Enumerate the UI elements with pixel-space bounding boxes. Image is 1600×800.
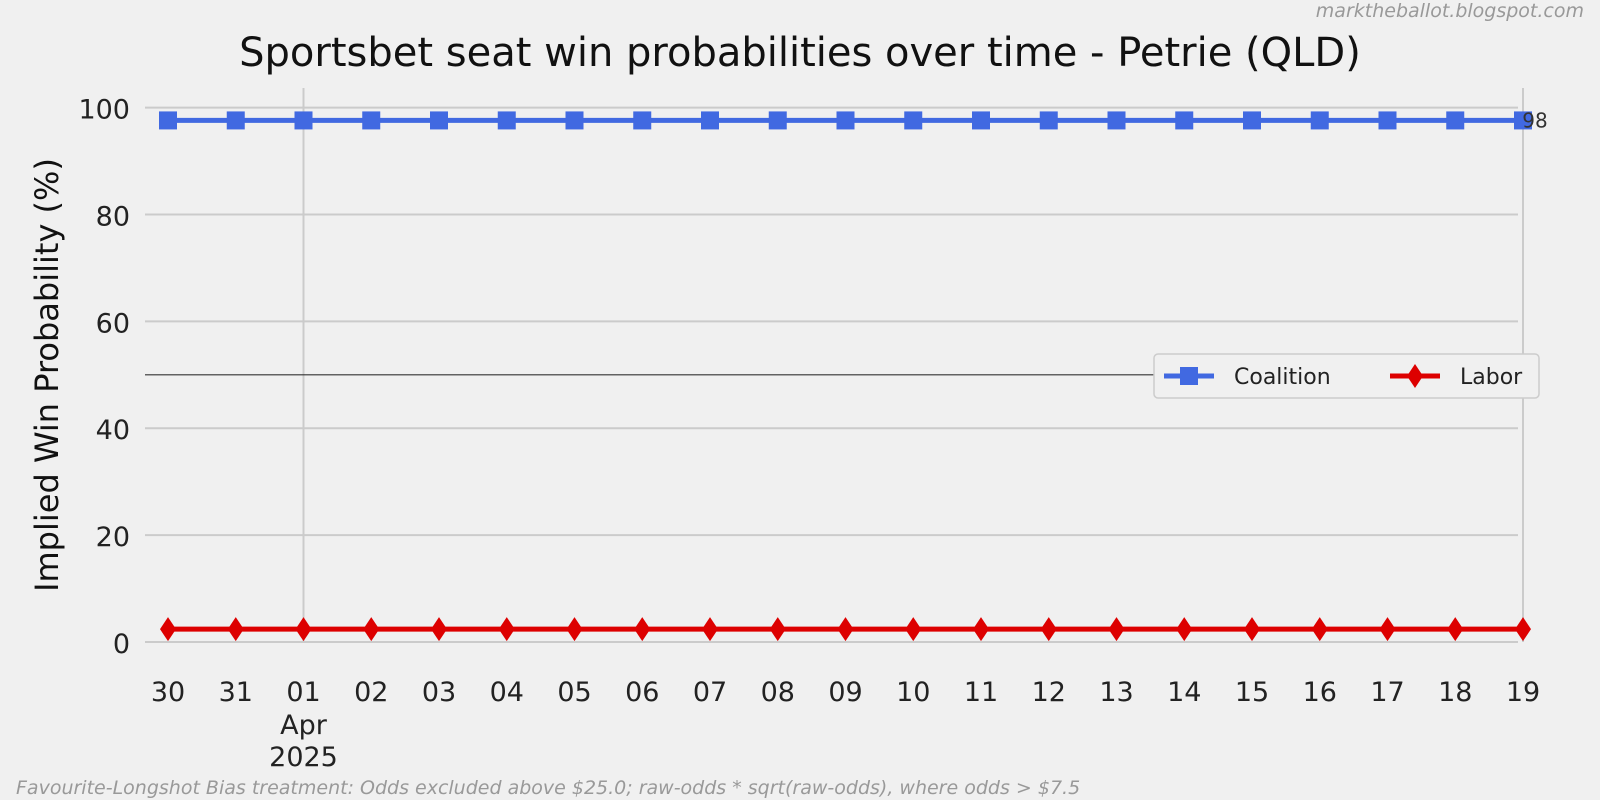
x-tick-label: 14 [1167, 677, 1201, 708]
legend-label-coalition: Coalition [1234, 365, 1331, 390]
labor-point [1515, 617, 1531, 642]
x-tick-label: 19 [1506, 677, 1540, 708]
legend-marker-labor [1407, 364, 1423, 388]
coalition-point [226, 111, 245, 130]
y-tick-label: 20 [96, 522, 130, 553]
x-tick-label: 04 [490, 677, 524, 708]
labor-point [1244, 617, 1260, 642]
x-tick-label: 11 [964, 677, 998, 708]
labor-point [973, 617, 989, 642]
labor-point [1379, 617, 1396, 642]
x-tick-label: 30 [151, 677, 185, 708]
x-tick-label: 12 [1032, 677, 1066, 708]
x-year-label: 2025 [269, 742, 338, 773]
labor-point [769, 617, 786, 642]
coalition-point [1107, 111, 1126, 130]
labor-point [363, 617, 380, 642]
y-tick-label: 0 [113, 629, 130, 660]
coalition-point [1446, 111, 1465, 130]
legend-marker-coalition [1180, 367, 1198, 385]
coalition-point [972, 111, 990, 130]
x-tick-label: 15 [1235, 677, 1269, 708]
x-tick-label: 31 [219, 677, 253, 708]
legend-label-labor: Labor [1460, 365, 1523, 390]
labor-point [1040, 617, 1057, 642]
legend: Coalition Labor [1153, 353, 1540, 399]
legend-box [1153, 353, 1540, 399]
labor-point [566, 617, 583, 642]
y-tick-label: 40 [96, 415, 130, 446]
labor-point [1447, 617, 1464, 642]
coalition-point [294, 111, 313, 130]
labor-point [431, 617, 447, 642]
watermark: marktheballot.blogspot.com [1316, 0, 1584, 22]
labor-point [634, 617, 651, 642]
labor-point [837, 617, 854, 642]
x-tick-label: 08 [761, 677, 795, 708]
labor-point [905, 617, 922, 642]
y-axis-label: Implied Win Probability (%) [28, 158, 66, 592]
y-tick-label: 80 [96, 201, 130, 232]
coalition-point [633, 111, 652, 130]
coalition-point [1514, 111, 1532, 130]
labor-point [1176, 617, 1193, 642]
x-tick-label: 18 [1438, 677, 1472, 708]
labor-point [227, 617, 244, 642]
x-month-label: Apr [280, 710, 328, 741]
coalition-point [1378, 111, 1397, 130]
x-tick-label: 10 [896, 677, 930, 708]
x-tick-label: 02 [354, 677, 388, 708]
coalition-point [836, 111, 855, 130]
labor-point [498, 617, 515, 642]
end-value-label: 98 [1522, 108, 1547, 132]
x-tick-label: 17 [1370, 677, 1404, 708]
coalition-point [159, 111, 177, 130]
footnote: Favourite-Longshot Bias treatment: Odds … [16, 777, 1080, 799]
coalition-point [1243, 111, 1261, 130]
y-tick-label: 100 [78, 95, 130, 126]
x-tick-label: 01 [286, 677, 320, 708]
coalition-point [1039, 111, 1058, 130]
x-tick-label: 09 [828, 677, 862, 708]
coalition-point [904, 111, 923, 130]
plot-area: 0 20 40 60 80 100 30 31 01 02 03 04 05 06 07 08 09 10 11 12… [78, 88, 1548, 773]
coalition-point [497, 111, 516, 130]
x-tick-label: 07 [693, 677, 727, 708]
labor-point [160, 617, 176, 642]
coalition-point [430, 111, 448, 130]
chart-title: Sportsbet seat win probabilities over ti… [239, 30, 1361, 76]
coalition-point [565, 111, 584, 130]
y-tick-label: 60 [96, 308, 130, 339]
coalition-point [1175, 111, 1194, 130]
coalition-point [1310, 111, 1329, 130]
x-tick-label: 06 [625, 677, 659, 708]
coalition-point [768, 111, 787, 130]
x-tick-label: 16 [1303, 677, 1337, 708]
labor-point [1108, 617, 1125, 642]
x-tick-label: 03 [422, 677, 456, 708]
labor-point [1311, 617, 1328, 642]
labor-point [295, 617, 312, 642]
labor-point [702, 617, 718, 642]
coalition-point [362, 111, 381, 130]
x-tick-label: 13 [1099, 677, 1133, 708]
x-tick-label: 05 [557, 677, 591, 708]
coalition-point [701, 111, 719, 130]
